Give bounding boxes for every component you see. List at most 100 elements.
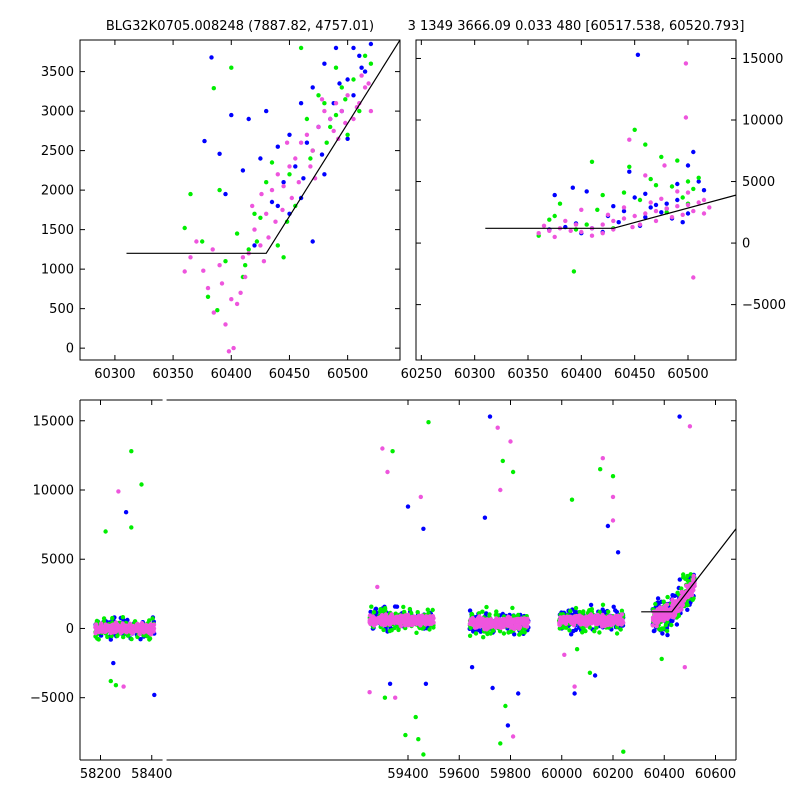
- data-point: [328, 116, 333, 122]
- data-point: [139, 621, 145, 626]
- data-point: [587, 670, 593, 675]
- data-point: [547, 217, 552, 222]
- data-point: [150, 628, 155, 633]
- data-point: [370, 616, 376, 622]
- left-panel-title: BLG32K0705.008248 (7887.82, 4757.01): [106, 19, 374, 34]
- data-point: [211, 86, 216, 91]
- x-tick-label: 60300: [454, 367, 495, 382]
- data-point: [261, 259, 267, 264]
- data-point: [188, 255, 193, 260]
- data-point: [606, 609, 611, 614]
- data-point: [275, 172, 280, 177]
- data-point: [701, 211, 707, 216]
- data-point: [592, 673, 598, 678]
- data-point: [569, 632, 574, 637]
- data-point: [138, 637, 143, 642]
- data-point: [308, 156, 313, 161]
- x-tick-label: 59400: [387, 767, 428, 782]
- data-point: [322, 61, 327, 66]
- data-point: [519, 629, 525, 634]
- data-point: [322, 172, 327, 177]
- data-point: [129, 449, 134, 454]
- data-point: [147, 636, 153, 641]
- data-point: [498, 741, 503, 746]
- data-point: [407, 616, 412, 621]
- data-point: [226, 349, 232, 354]
- data-point: [659, 210, 664, 215]
- data-point: [630, 224, 635, 230]
- data-point: [575, 615, 581, 620]
- data-point: [287, 172, 292, 177]
- full-lightcurve-plot: 58200 58400 59400 59600 59800 60000 60200 60400…: [30, 399, 737, 782]
- data-point: [93, 625, 99, 630]
- data-point: [568, 228, 573, 233]
- data-point: [574, 619, 579, 624]
- data-point: [659, 656, 664, 662]
- data-point: [618, 617, 624, 622]
- data-point: [351, 45, 356, 51]
- data-point: [643, 211, 648, 216]
- data-point: [643, 191, 648, 196]
- data-point: [592, 629, 597, 634]
- data-point: [510, 469, 516, 475]
- data-point: [569, 497, 575, 502]
- data-point: [481, 635, 486, 640]
- data-point: [368, 108, 374, 114]
- y-tick-label: −5000: [742, 298, 786, 313]
- data-point: [147, 627, 152, 633]
- data-point: [396, 620, 402, 626]
- data-point: [141, 628, 147, 633]
- data-point: [426, 420, 431, 425]
- data-point: [121, 684, 126, 689]
- model-line: [641, 528, 736, 613]
- data-point: [577, 609, 582, 615]
- data-point: [677, 577, 682, 582]
- data-point: [552, 234, 557, 240]
- data-point: [127, 622, 132, 628]
- data-point: [685, 179, 691, 184]
- data-point: [371, 610, 377, 615]
- data-point: [580, 610, 586, 615]
- x-tick-label: 60500: [327, 367, 368, 382]
- data-point: [597, 630, 602, 635]
- data-point: [487, 414, 493, 419]
- data-point: [541, 223, 547, 228]
- data-point: [339, 108, 344, 114]
- x-tick-label: 59600: [439, 767, 480, 782]
- x-tick-label: 60450: [614, 367, 655, 382]
- data-point: [659, 154, 664, 160]
- data-point: [368, 609, 373, 615]
- data-point: [103, 529, 108, 534]
- data-point: [400, 617, 406, 622]
- data-point: [675, 590, 680, 595]
- data-point: [93, 631, 98, 636]
- data-point: [337, 81, 342, 86]
- data-point: [106, 624, 111, 629]
- data-point: [101, 624, 106, 630]
- data-point: [669, 184, 675, 189]
- data-point: [701, 188, 707, 193]
- data-point: [304, 116, 310, 122]
- data-point: [359, 65, 364, 70]
- data-point: [134, 624, 139, 629]
- data-point: [488, 631, 493, 636]
- data-point: [612, 619, 618, 624]
- data-point: [494, 609, 499, 614]
- data-point: [359, 73, 364, 78]
- data-point: [552, 213, 557, 219]
- data-point: [298, 101, 304, 106]
- data-point: [685, 607, 690, 612]
- data-point: [605, 622, 611, 628]
- data-point: [293, 156, 298, 161]
- data-point: [521, 622, 527, 628]
- data-point: [310, 239, 315, 244]
- data-point: [480, 609, 485, 614]
- data-point: [387, 628, 393, 634]
- data-point: [675, 204, 680, 209]
- data-point: [296, 180, 301, 185]
- data-point: [589, 233, 595, 238]
- y-tick-label: 500: [49, 302, 74, 317]
- data-point: [234, 231, 240, 236]
- data-point: [304, 132, 310, 137]
